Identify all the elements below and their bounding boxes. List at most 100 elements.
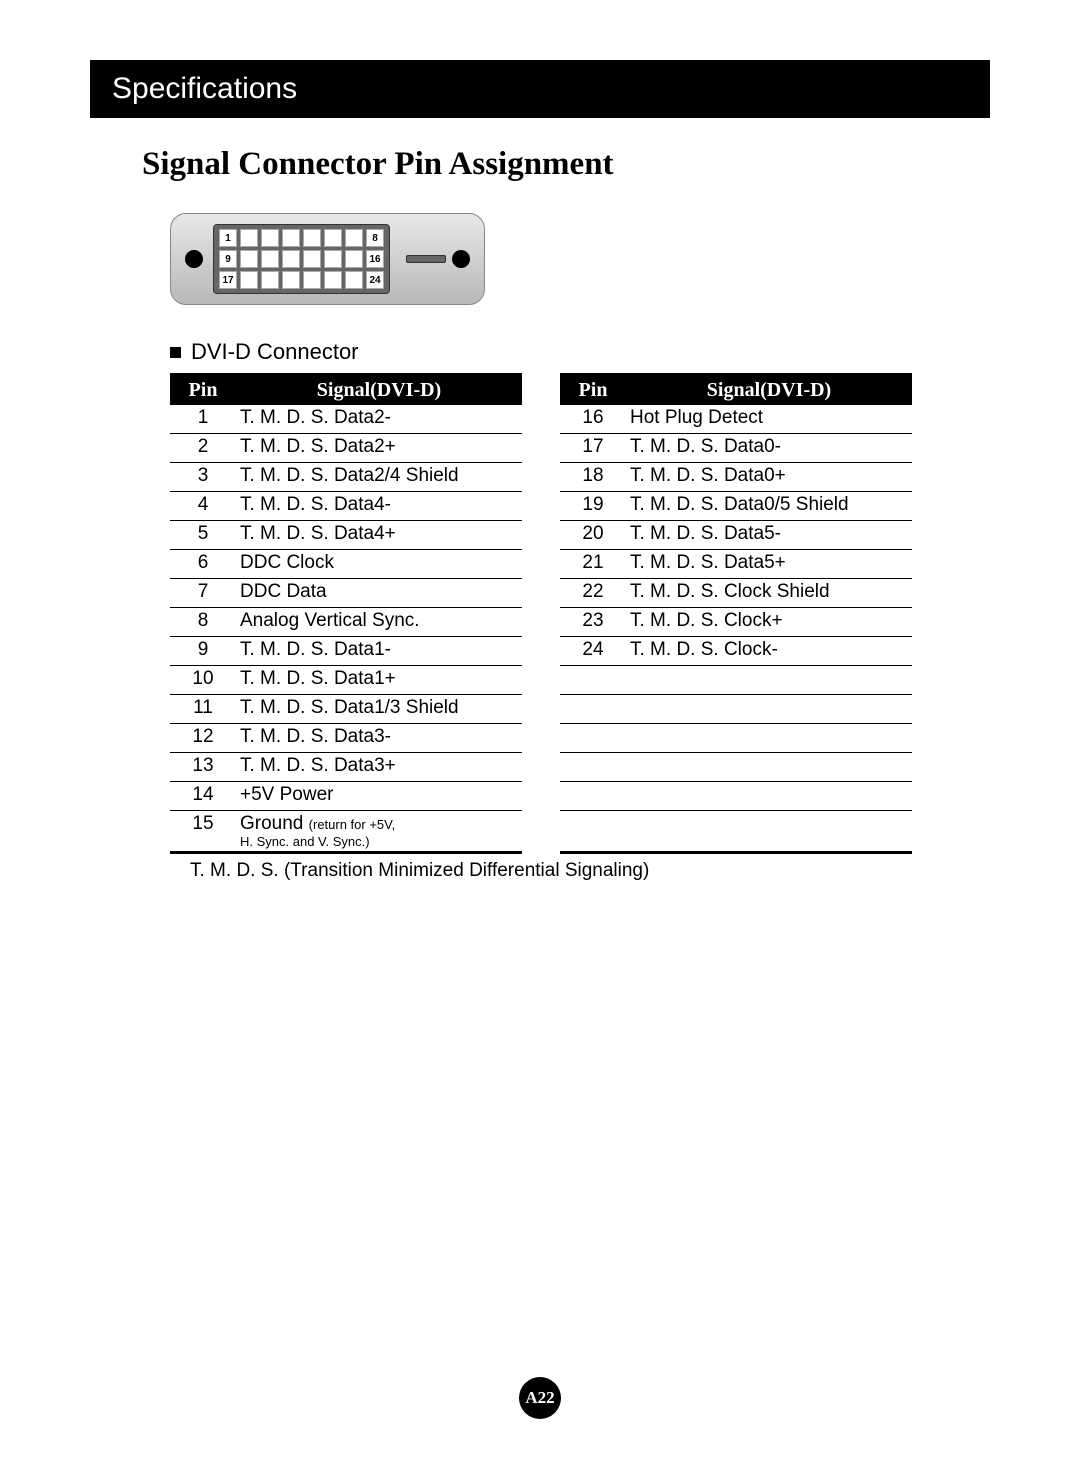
pin-cell	[324, 271, 342, 289]
pin-cell	[240, 250, 258, 268]
table-row: 15 Ground (return for +5V, H. Sync. and …	[170, 811, 522, 851]
section-title: Signal Connector Pin Assignment	[142, 146, 990, 183]
cell-signal	[626, 811, 912, 815]
cell-pin: 12	[170, 724, 236, 750]
cell-pin: 13	[170, 753, 236, 779]
dvi-port-icon: 1 8 9 16	[170, 213, 485, 305]
table-row: 17T. M. D. S. Data0-	[560, 434, 912, 463]
cell-pin: 2	[170, 434, 236, 460]
table-row: 20T. M. D. S. Data5-	[560, 521, 912, 550]
connector-label: DVI-D Connector	[170, 339, 990, 365]
connector-diagram: 1 8 9 16	[170, 213, 990, 305]
table-row: 1T. M. D. S. Data2-	[170, 405, 522, 434]
cell-pin: 18	[560, 463, 626, 489]
cell-pin: 7	[170, 579, 236, 605]
cell-pin: 20	[560, 521, 626, 547]
table-row: 11T. M. D. S. Data1/3 Shield	[170, 695, 522, 724]
cell-signal: T. M. D. S. Data1-	[236, 637, 522, 663]
cell-pin: 21	[560, 550, 626, 576]
cell-pin: 15	[170, 811, 236, 837]
table-row: 5T. M. D. S. Data4+	[170, 521, 522, 550]
cell-pin: 17	[560, 434, 626, 460]
pin-cell	[303, 271, 321, 289]
cell-signal: T. M. D. S. Data5-	[626, 521, 912, 547]
cell-signal-sub: (return for +5V,	[309, 817, 396, 832]
cell-pin: 19	[560, 492, 626, 518]
cell-signal: T. M. D. S. Data2+	[236, 434, 522, 460]
pin-tables: Pin Signal(DVI-D) 1T. M. D. S. Data2- 2T…	[170, 373, 990, 854]
cell-pin	[560, 782, 626, 786]
pin-cell: 1	[219, 229, 237, 247]
table-row: 3T. M. D. S. Data2/4 Shield	[170, 463, 522, 492]
cell-signal: Hot Plug Detect	[626, 405, 912, 431]
pin-cell: 8	[366, 229, 384, 247]
pin-cell	[282, 271, 300, 289]
cell-pin: 3	[170, 463, 236, 489]
page: Specifications Signal Connector Pin Assi…	[0, 0, 1080, 882]
pin-cell: 9	[219, 250, 237, 268]
cell-pin: 5	[170, 521, 236, 547]
cell-pin: 11	[170, 695, 236, 721]
table-row	[560, 753, 912, 782]
table-row: 7DDC Data	[170, 579, 522, 608]
cell-pin	[560, 695, 626, 699]
cell-pin: 22	[560, 579, 626, 605]
pin-cell	[240, 271, 258, 289]
table-row: 9T. M. D. S. Data1-	[170, 637, 522, 666]
cell-signal: T. M. D. S. Data4+	[236, 521, 522, 547]
table-row: 24T. M. D. S. Clock-	[560, 637, 912, 666]
cell-signal	[626, 695, 912, 699]
cell-pin	[560, 666, 626, 670]
cell-pin: 1	[170, 405, 236, 431]
cell-pin	[560, 753, 626, 757]
pin-cell	[240, 229, 258, 247]
pin-grid-row: 1 8	[219, 229, 384, 247]
footnote: T. M. D. S. (Transition Minimized Differ…	[190, 860, 990, 882]
cell-signal: T. M. D. S. Data3+	[236, 753, 522, 779]
table-row: 13T. M. D. S. Data3+	[170, 753, 522, 782]
table-header: Pin Signal(DVI-D)	[170, 376, 522, 405]
table-row	[560, 782, 912, 811]
cell-signal: T. M. D. S. Data0+	[626, 463, 912, 489]
cell-signal: T. M. D. S. Clock-	[626, 637, 912, 663]
pin-grid-row: 9 16	[219, 250, 384, 268]
table-header: Pin Signal(DVI-D)	[560, 376, 912, 405]
pin-cell	[345, 229, 363, 247]
cell-pin: 16	[560, 405, 626, 431]
pin-cell	[345, 250, 363, 268]
pin-cell	[261, 250, 279, 268]
cell-pin: 23	[560, 608, 626, 634]
table-row	[560, 666, 912, 695]
pin-cell	[261, 271, 279, 289]
pin-cell	[303, 250, 321, 268]
page-number: A22	[525, 1388, 554, 1408]
col-head-signal: Signal(DVI-D)	[236, 376, 522, 405]
cell-signal	[626, 666, 912, 670]
cell-signal: T. M. D. S. Clock+	[626, 608, 912, 634]
port-dot-left	[185, 250, 203, 268]
cell-signal: T. M. D. S. Data4-	[236, 492, 522, 518]
pin-table-left: Pin Signal(DVI-D) 1T. M. D. S. Data2- 2T…	[170, 373, 522, 854]
cell-signal: Ground (return for +5V, H. Sync. and V. …	[236, 811, 522, 851]
cell-signal	[626, 753, 912, 757]
header-bar: Specifications	[90, 60, 990, 118]
pin-cell	[303, 229, 321, 247]
cell-signal	[626, 782, 912, 786]
cell-pin: 8	[170, 608, 236, 634]
table-row: 6DDC Clock	[170, 550, 522, 579]
page-number-badge: A22	[519, 1377, 561, 1419]
port-flat-slot	[406, 255, 446, 263]
table-row	[560, 724, 912, 753]
cell-signal: DDC Data	[236, 579, 522, 605]
pin-cell	[345, 271, 363, 289]
cell-signal-main: Ground	[240, 813, 309, 834]
square-bullet-icon	[170, 347, 181, 358]
cell-signal: T. M. D. S. Data5+	[626, 550, 912, 576]
pin-cell	[282, 250, 300, 268]
table-row: 14+5V Power	[170, 782, 522, 811]
cell-pin: 10	[170, 666, 236, 692]
table-row	[560, 811, 912, 840]
connector-label-text: DVI-D Connector	[191, 339, 359, 365]
table-row: 23T. M. D. S. Clock+	[560, 608, 912, 637]
cell-signal: +5V Power	[236, 782, 522, 808]
